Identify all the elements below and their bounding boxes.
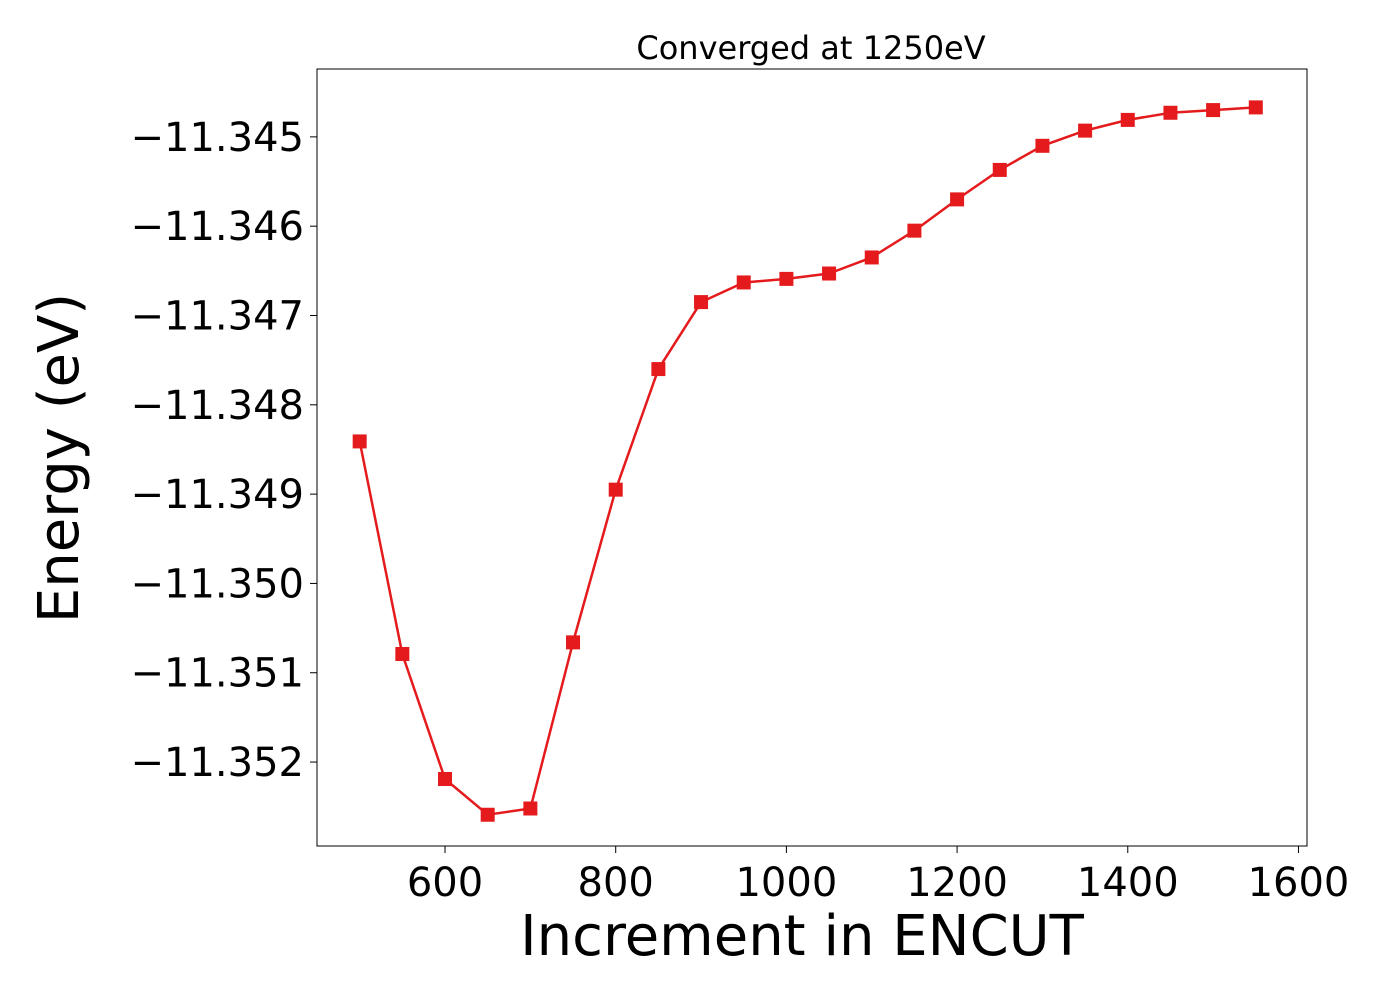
data-point [1078, 123, 1093, 138]
y-tick-label: −11.352 [131, 740, 304, 786]
data-point [608, 482, 623, 497]
data-point [992, 162, 1007, 177]
x-axis-ticks: 600 800 1000 1200 1400 1600 [407, 846, 1350, 906]
data-point [395, 646, 410, 661]
y-tick-label: −11.347 [131, 293, 304, 339]
data-point [950, 192, 965, 207]
y-tick-label: −11.346 [131, 204, 304, 250]
data-point [694, 295, 709, 310]
y-axis-ticks: −11.345 −11.346 −11.347 −11.348 −11.349 −11.3… [131, 115, 317, 786]
x-tick-label: 1600 [1248, 860, 1350, 906]
x-tick-label: 1200 [906, 860, 1008, 906]
x-tick-label: 800 [578, 860, 654, 906]
data-point [736, 275, 751, 290]
data-point [523, 801, 538, 816]
data-point [1120, 112, 1135, 127]
data-point [1163, 105, 1178, 120]
data-point [1206, 103, 1221, 118]
data-point [480, 807, 495, 822]
x-axis-title: Increment in ENCUT [520, 904, 1085, 969]
series-layer [352, 100, 1263, 822]
data-point [1035, 138, 1050, 153]
plot-area-frame [316, 68, 1308, 847]
data-point [651, 362, 666, 377]
chart-title: Converged at 1250eV [636, 29, 985, 67]
y-tick-label: −11.351 [131, 651, 304, 697]
y-tick-label: −11.350 [131, 561, 304, 607]
y-tick-label: −11.345 [131, 115, 304, 161]
data-point [438, 772, 453, 787]
data-point [779, 271, 794, 286]
y-tick-label: −11.349 [131, 472, 304, 518]
data-point [864, 250, 879, 265]
data-point [566, 635, 581, 650]
x-tick-label: 1400 [1077, 860, 1179, 906]
data-point [352, 434, 367, 449]
data-point [907, 223, 922, 238]
y-tick-label: −11.348 [131, 383, 304, 429]
y-axis-title: Energy (eV) [27, 293, 92, 623]
x-tick-label: 1000 [735, 860, 837, 906]
x-tick-label: 600 [407, 860, 483, 906]
data-point [1248, 100, 1263, 115]
series-line [358, 106, 1256, 816]
data-point [822, 266, 837, 281]
